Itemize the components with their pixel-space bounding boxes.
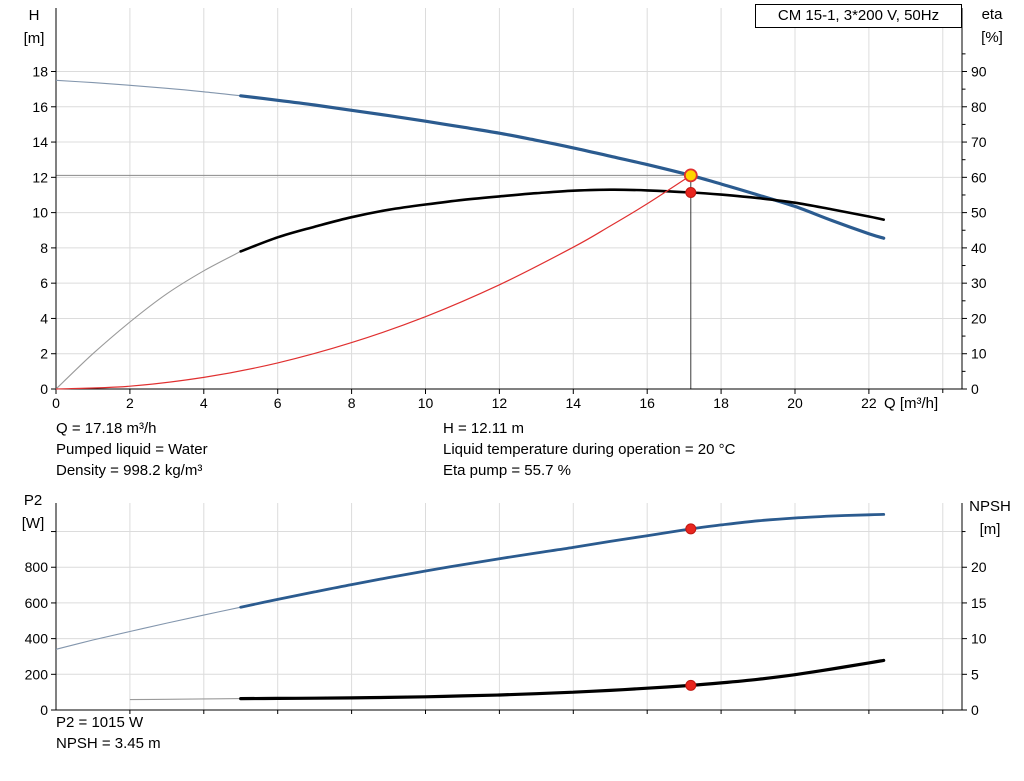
bottom-left-axis-title: P2 [W] <box>12 489 54 535</box>
right-tick-label: 0 <box>971 381 979 397</box>
x-tick-label: 10 <box>418 395 434 411</box>
head-curve <box>239 94 886 240</box>
npsh-curve <box>239 658 886 701</box>
axis-title-p2-unit: [W] <box>21 515 45 532</box>
right-tick-label: 40 <box>971 240 987 256</box>
axis-title-eta: eta <box>981 6 1003 23</box>
left-tick-label: 600 <box>25 595 49 611</box>
right-tick-label: 60 <box>971 169 987 185</box>
right-tick-label: 20 <box>971 310 987 326</box>
head-curve-thin <box>55 79 241 97</box>
annotation-eta-pump: Eta pump = 55.7 % <box>443 462 571 479</box>
left-tick-label: 8 <box>40 240 48 256</box>
left-tick-label: 0 <box>40 381 48 397</box>
annotation-head: H = 12.11 m <box>443 420 525 437</box>
head-efficiency-chart: 0 2 4 6 8 10 12 14 16 18 0 10 20 30 40 50 60 70 80 90 0 2 4 6 8 1… <box>32 8 987 411</box>
left-tick-label: 400 <box>25 631 49 647</box>
right-tick-label: 30 <box>971 275 987 291</box>
left-tick-label: 200 <box>25 666 49 682</box>
axis-title-h-unit: [m] <box>23 30 45 47</box>
right-tick-label: 10 <box>971 346 987 362</box>
right-tick-label: 50 <box>971 205 987 221</box>
annotation-density: Density = 998.2 kg/m³ <box>56 462 203 479</box>
left-tick-label: 6 <box>40 275 48 291</box>
x-tick-label: 16 <box>639 395 655 411</box>
left-tick-label: 14 <box>32 134 48 150</box>
duty-point-head <box>683 168 698 183</box>
right-tick-label: 0 <box>971 702 979 718</box>
x-tick-label: 8 <box>348 395 356 411</box>
x-tick-label: 14 <box>566 395 582 411</box>
left-tick-label: 4 <box>40 310 48 326</box>
left-tick-label: 800 <box>25 559 49 575</box>
x-tick-label: 4 <box>200 395 208 411</box>
eta-curve <box>239 188 885 253</box>
axis-title-p2: P2 <box>23 492 43 509</box>
duty-point-npsh <box>685 679 697 691</box>
axis-title-eta-unit: [%] <box>981 29 1003 46</box>
right-tick-label: 10 <box>971 631 987 647</box>
system-curve <box>55 174 692 390</box>
right-tick-label: 70 <box>971 134 987 150</box>
left-tick-label: 0 <box>40 702 48 718</box>
annotation-p2: P2 = 1015 W <box>56 714 144 731</box>
axis-title-npsh: NPSH <box>969 498 1011 515</box>
power-npsh-chart: 0 200 400 600 800 0 5 10 15 20 <box>25 503 987 718</box>
npsh-curve-thin <box>129 698 241 701</box>
right-tick-label: 90 <box>971 64 987 80</box>
pump-model-box: CM 15-1, 3*200 V, 50Hz <box>755 4 962 28</box>
duty-point-p2 <box>685 523 697 535</box>
axis-title-h: H <box>28 7 40 24</box>
bottom-right-axis-title: NPSH [m] <box>962 495 1018 541</box>
p2-curve-thin <box>55 606 241 650</box>
annotation-flow: Q = 17.18 m³/h <box>56 420 157 437</box>
left-tick-label: 10 <box>32 205 48 221</box>
x-tick-label: 12 <box>492 395 508 411</box>
p2-curve <box>239 513 886 609</box>
right-tick-label: 20 <box>971 559 987 575</box>
axis-title-npsh-unit: [m] <box>979 521 1001 538</box>
x-axis-title: Q [m³/h] <box>884 395 939 412</box>
right-tick-label: 15 <box>971 595 987 611</box>
right-tick-label: 5 <box>971 666 979 682</box>
left-tick-label: 2 <box>40 346 48 362</box>
x-tick-label: 0 <box>52 395 60 411</box>
duty-point-eta <box>685 187 697 199</box>
annotation-npsh: NPSH = 3.45 m <box>56 735 161 752</box>
right-tick-label: 80 <box>971 99 987 115</box>
left-tick-label: 18 <box>32 64 48 80</box>
x-tick-label: 18 <box>713 395 729 411</box>
left-tick-label: 16 <box>32 99 48 115</box>
annotation-liquid: Pumped liquid = Water <box>56 441 208 458</box>
eta-curve-thin <box>55 250 241 390</box>
x-tick-label: 6 <box>274 395 282 411</box>
annotation-temperature: Liquid temperature during operation = 20… <box>443 441 736 458</box>
top-left-axis-title: H [m] <box>14 4 54 50</box>
left-tick-label: 12 <box>32 169 48 185</box>
x-tick-label: 2 <box>126 395 134 411</box>
top-right-axis-title: eta [%] <box>968 3 1016 49</box>
x-tick-label: 22 <box>861 395 877 411</box>
x-tick-label: 20 <box>787 395 803 411</box>
